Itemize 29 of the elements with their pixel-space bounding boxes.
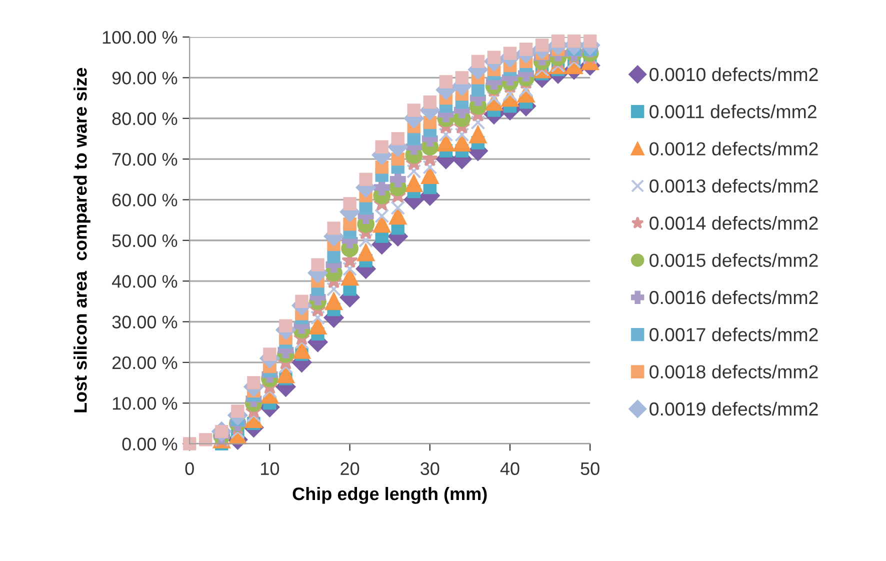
- y-axis-title: Lost silicon area compared to ware size: [74, 68, 90, 412]
- x-tick-label: 50: [580, 462, 600, 476]
- y-tick-label: 60.00 %: [112, 194, 178, 206]
- legend-label: 0.0015 defects/mm2: [650, 253, 818, 267]
- y-tick-label: 90.00 %: [112, 72, 178, 84]
- x-tick-label: 20: [340, 462, 360, 476]
- legend-label: 0.0010 defects/mm2: [650, 67, 818, 82]
- legend-label: 0.0017 defects/mm2: [650, 328, 818, 342]
- legend-label: 0.0019 defects/mm2: [650, 402, 818, 416]
- y-tick-label: 30.00 %: [112, 316, 178, 328]
- y-tick-label: 50.00 %: [112, 234, 178, 248]
- legend-label: 0.0011 defects/mm2: [650, 104, 816, 118]
- y-tick-label: 70.00 %: [112, 152, 178, 166]
- legend-label: 0.0013 defects/mm2: [650, 178, 818, 193]
- y-tick-label: 40.00 %: [112, 274, 178, 288]
- legend-label: 0.0014 defects/mm2: [650, 216, 818, 230]
- y-tick-label: 100.00 %: [102, 30, 178, 44]
- x-tick-label: 0: [185, 462, 194, 476]
- x-tick-label: 40: [500, 462, 520, 476]
- legend-label: 0.0016 defects/mm2: [650, 290, 818, 304]
- y-tick-label: 10.00 %: [112, 397, 178, 410]
- x-tick-label: 30: [420, 462, 440, 476]
- legend-label: 0.0018 defects/mm2: [650, 364, 818, 378]
- y-tick-label: 20.00 %: [112, 356, 178, 370]
- y-tick-label: 0.00 %: [122, 438, 178, 450]
- x-tick-label: 10: [261, 462, 280, 476]
- legend-label: 0.0012 defects/mm2: [650, 142, 818, 156]
- y-tick-label: 80.00 %: [112, 112, 178, 126]
- x-axis-title: Chip edge length (mm): [292, 486, 487, 504]
